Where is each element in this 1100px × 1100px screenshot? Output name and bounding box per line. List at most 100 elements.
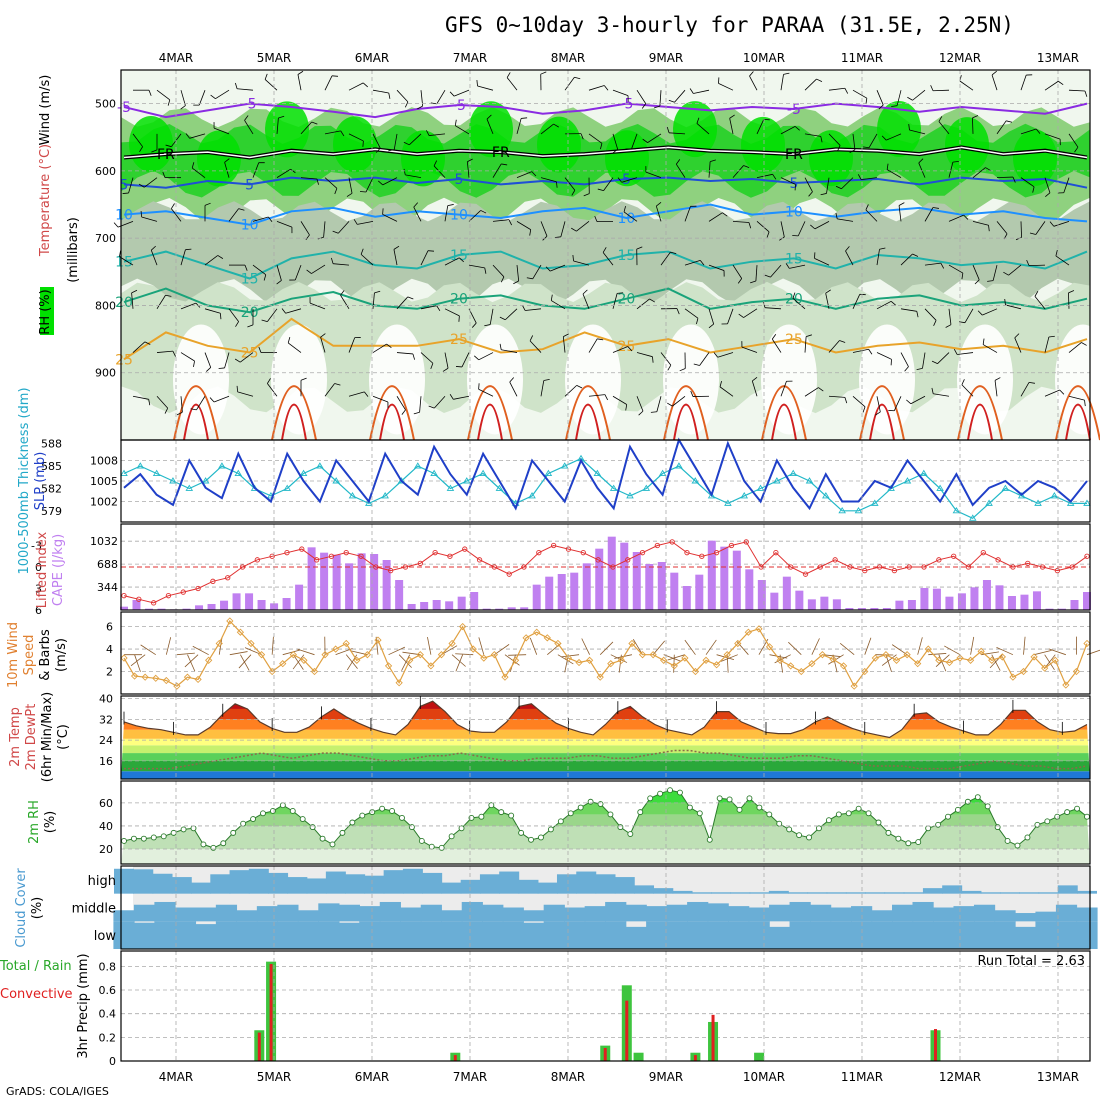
wind-barb <box>560 221 566 237</box>
wind-speed-point <box>850 682 858 690</box>
wind-barb-flag <box>209 397 215 403</box>
cloud-cell <box>400 907 422 922</box>
wind-barb-flag <box>719 380 722 387</box>
wind-speed-point <box>332 645 340 653</box>
cloud-cell <box>625 926 647 949</box>
wind-barb <box>320 337 326 353</box>
cloud-cell <box>912 921 934 949</box>
wind-barb <box>492 163 502 178</box>
li-point <box>476 557 483 563</box>
wind-barb <box>1005 304 1022 310</box>
rh-point <box>796 832 803 839</box>
precip-frame <box>120 950 1091 1062</box>
rh-point <box>637 809 644 816</box>
wind-speed-point <box>490 651 499 659</box>
wind-barb <box>732 220 749 223</box>
wind-barb <box>382 213 398 222</box>
wind-barb <box>588 85 605 91</box>
wind-barb <box>789 264 806 269</box>
cloud-cell <box>460 879 481 894</box>
y-tick-slp: 1002 <box>90 496 118 509</box>
cloud-cell <box>691 892 712 894</box>
thickness-point <box>381 492 389 499</box>
li-point <box>891 567 898 574</box>
wind10m-barb <box>774 654 791 664</box>
contour-label: -5 <box>117 100 131 116</box>
cloud-cell <box>277 904 299 922</box>
wind-barb <box>982 344 998 353</box>
cloud-cell <box>133 904 156 922</box>
wind10m-barb <box>398 654 412 668</box>
wind-barb <box>1068 292 1070 309</box>
wind-speed-point <box>871 654 879 662</box>
li-point <box>180 589 186 595</box>
wind-speed-point <box>914 660 922 668</box>
rh-point <box>925 825 932 832</box>
cape-bar <box>807 599 816 610</box>
wind-barb <box>1068 342 1082 353</box>
wind10m-barb <box>632 639 643 655</box>
li-point <box>284 550 290 556</box>
rh-point <box>121 837 127 844</box>
wind-barb-flag <box>912 253 919 257</box>
rh-point <box>865 810 872 817</box>
cape-bar <box>782 576 791 610</box>
wind-barb <box>525 308 542 311</box>
wind-barb <box>898 205 902 222</box>
cloud-cell <box>1038 892 1059 894</box>
rh-point <box>885 829 892 836</box>
y-tick-precip: 0.2 <box>99 1031 117 1044</box>
rh-dry-cell <box>173 324 229 435</box>
cloud-cell <box>523 922 545 949</box>
li-point <box>669 539 675 545</box>
wind-barb-flag <box>486 114 492 120</box>
wind-speed-point <box>448 639 456 648</box>
cloud-cell <box>749 892 770 894</box>
cloud-cell <box>133 869 154 894</box>
wind-barb <box>324 383 335 397</box>
wind-barb <box>444 205 449 222</box>
rh-high-cell <box>197 130 241 187</box>
precip-conv-bar <box>269 964 273 1061</box>
wind-barb-flag <box>150 245 156 251</box>
contour-label: -5 <box>787 102 801 118</box>
wind-barb-flag <box>1059 389 1065 395</box>
cloud-cell <box>195 924 217 949</box>
wind-barb <box>1020 382 1030 397</box>
wind-speed-point <box>628 639 636 648</box>
thickness-point <box>642 484 651 491</box>
wind-barb <box>972 264 980 280</box>
wind-barb-flag <box>638 410 644 416</box>
cloud-cell <box>359 906 381 922</box>
cape-bar <box>307 547 316 610</box>
cloud-cell <box>379 921 401 949</box>
wind-barb <box>237 391 254 397</box>
rh-point <box>428 843 435 850</box>
wind-barb-flag <box>940 262 945 269</box>
rh-point <box>567 810 574 817</box>
li-point <box>1069 564 1075 570</box>
cape-bar <box>732 550 741 610</box>
wind-barb-flag <box>602 247 607 253</box>
wind10m-barb <box>240 654 250 671</box>
wind-barb <box>938 121 950 135</box>
thickness-point <box>903 477 912 484</box>
li-point <box>254 557 260 563</box>
wind-barb-flag <box>374 290 381 294</box>
wind-barb-flag <box>346 193 353 197</box>
wind-speed-point <box>575 658 583 667</box>
wind10m-barb <box>187 654 196 672</box>
contour-label: 15 <box>241 272 259 288</box>
wind10m-barb <box>494 644 510 656</box>
wind-barb-flag <box>247 324 254 328</box>
wind-barb-flag <box>623 206 626 213</box>
precip-total-bar <box>754 1052 765 1061</box>
wind-barb <box>1034 296 1046 310</box>
cape-bar <box>520 607 529 610</box>
wind-barb-flag <box>666 126 670 133</box>
li-point <box>743 539 749 545</box>
y-tick-precip: 0.8 <box>99 960 117 973</box>
rh-dry-cell <box>369 324 425 435</box>
y-tick-li: -3 <box>31 540 42 553</box>
wind-barb-flag <box>783 72 790 75</box>
